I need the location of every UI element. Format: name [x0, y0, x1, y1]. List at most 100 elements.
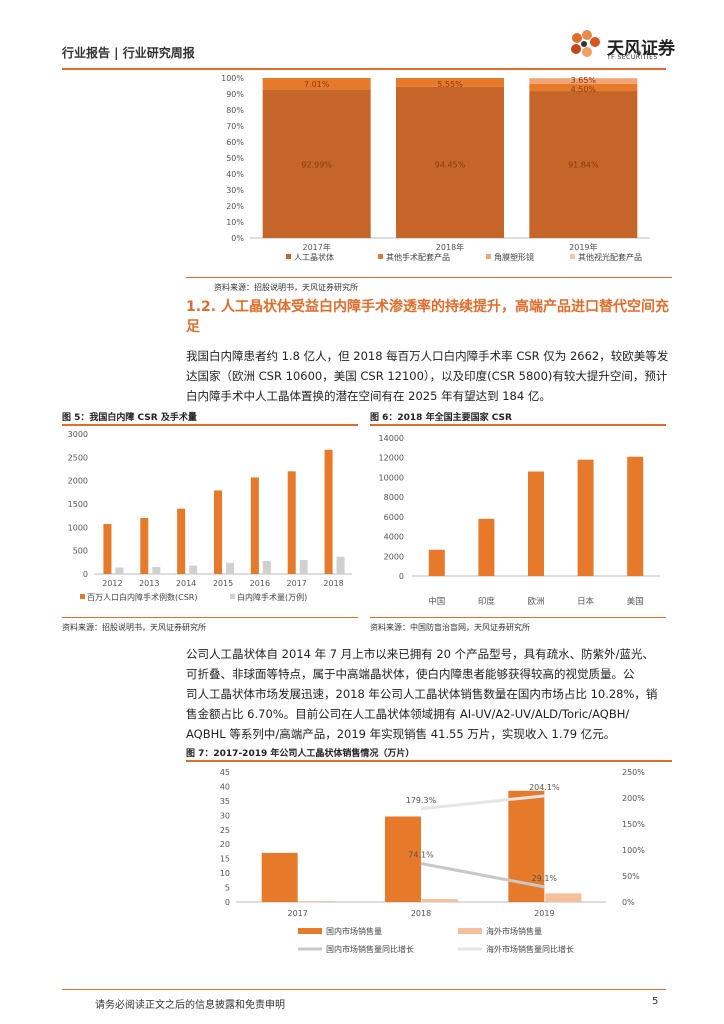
fig5-title: 图 5：我国白内障 CSR 及手术量: [62, 413, 197, 423]
footer-disclaimer: 请务必阅读正文之后的信息披露和免责申明: [95, 1000, 285, 1011]
bar: [324, 449, 333, 574]
y-tick-label: 0%: [231, 234, 244, 243]
x-tick-label: 中国: [428, 596, 445, 607]
series-line: [420, 861, 545, 889]
y-tick-label-right: 200%: [622, 794, 645, 803]
paragraph-1-line: 白内障手术中人工晶体置换的潜在空间有在 2025 年有望达到 184 亿。: [186, 389, 551, 403]
fig5-bottom-divider: [62, 617, 358, 618]
bar: [627, 456, 644, 576]
legend-swatch: [486, 254, 491, 259]
bar: [262, 560, 271, 574]
legend-label: 百万人口白内障手术例数(CSR): [87, 592, 197, 602]
x-tick-label: 2014: [176, 579, 196, 588]
x-tick-label: 日本: [577, 596, 595, 607]
tf-logo-icon: [571, 30, 600, 57]
y-tick-label: 14000: [379, 434, 404, 443]
legend-label: 角膜塑形镜: [494, 252, 534, 262]
legend-swatch: [570, 254, 575, 259]
paragraph-1: 我国白内障患者约 1.8 亿人，但 2018 每百万人口白内障手术率 CSR 仅…: [186, 346, 676, 406]
data-label: 29.1%: [532, 874, 558, 883]
y-tick-label-left: 5: [225, 884, 230, 893]
y-tick-label: 2000: [384, 552, 404, 561]
y-tick-label: 3000: [68, 430, 88, 439]
x-tick-label: 2019年: [569, 242, 597, 252]
legend-label: 其他手术配套产品: [386, 252, 450, 262]
paragraph-2-line: 公司人工晶状体自 2014 年 7 月上市以来已拥有 20 个产品型号，具有疏水…: [186, 647, 655, 661]
fig5-source: 资料来源：招股说明书，天风证券研究所: [62, 623, 206, 632]
paragraph-2-line: 司人工晶状体市场发展迅速，2018 年公司人工晶状体销售数量在国内市场占比 10…: [186, 687, 658, 701]
paragraph-1-line: 达国家（欧洲 CSR 10600，美国 CSR 12100），以及印度(CSR …: [186, 369, 668, 383]
y-tick-label-left: 20: [220, 840, 230, 849]
lens-sales-chart: 0 5 10 15 20 25 30 35 40 45 0% 50% 100% 150% 200% 250% 2…: [220, 768, 645, 954]
fig4-bottom-divider: [186, 277, 672, 278]
bar: [250, 477, 259, 574]
bar-segment: [262, 89, 371, 238]
y-tick-label: 80%: [226, 106, 244, 115]
fig4-source: 资料来源：招股说明书，天风证券研究所: [214, 283, 358, 292]
y-tick-label: 10%: [226, 218, 244, 227]
x-tick-label: 2017: [287, 579, 307, 588]
x-tick-label: 2013: [139, 579, 159, 588]
section-title: 1.2. 人工晶状体受益白内障手术渗透率的持续提升，高端产品进口替代空间充足: [186, 299, 669, 335]
y-tick-label: 40%: [226, 170, 244, 179]
bar: [577, 459, 594, 576]
series-line: [420, 794, 545, 811]
bar-segment: [396, 86, 504, 238]
x-tick-label: 美国: [627, 596, 644, 607]
y-tick-label-left: 0: [225, 898, 230, 907]
x-tick-label: 2017年: [302, 242, 330, 252]
y-tick-label: 100%: [221, 74, 244, 83]
revenue-composition-chart: 0% 10% 20% 30% 40% 50% 60% 70% 80% 90% 100% 2017年 20…: [221, 74, 650, 262]
y-tick-label-left: 40: [220, 782, 230, 791]
legend-label: 白内障手术量(万例): [237, 592, 307, 602]
bar: [152, 567, 161, 574]
y-tick-label: 20%: [226, 202, 244, 211]
data-label: 4.50%: [571, 85, 597, 94]
legend-label: 海外市场销售量同比增长: [486, 944, 574, 954]
y-tick-label-right: 100%: [622, 846, 645, 855]
bar: [298, 901, 335, 902]
x-tick-label: 印度: [478, 596, 496, 607]
x-tick-label: 2019: [534, 909, 554, 918]
data-label: 7.01%: [304, 80, 330, 89]
y-tick-label-left: 15: [220, 855, 230, 864]
footer-divider: [62, 989, 666, 990]
y-tick-label: 1500: [68, 500, 88, 509]
legend-label: 人工晶状体: [294, 252, 334, 262]
bar: [115, 567, 124, 574]
y-tick-label: 1000: [68, 523, 88, 532]
paragraph-2-line: 可折叠、非球面等特点，属于中高端晶状体，使白内障患者能够获得较高的视觉质量。公: [186, 667, 635, 681]
y-tick-label: 500: [73, 547, 88, 556]
header-divider: [62, 68, 666, 70]
bar: [528, 471, 544, 576]
y-tick-label-left: 10: [220, 869, 230, 878]
y-tick-label: 70%: [226, 122, 244, 131]
x-tick-label: 2016: [250, 579, 270, 588]
legend-label: 国内市场销售量: [326, 926, 382, 936]
bar: [177, 508, 186, 574]
paragraph-2: 公司人工晶状体自 2014 年 7 月上市以来已拥有 20 个产品型号，具有疏水…: [186, 644, 676, 744]
y-tick-label-right: 250%: [622, 768, 645, 777]
data-label: 179.3%: [406, 796, 437, 805]
country-csr-chart: 0 2000 4000 6000 8000 10000 12000 14000 中国 印度 欧洲 日本…: [379, 434, 660, 607]
fig6-bottom-divider: [370, 617, 666, 618]
y-tick-label: 50%: [226, 154, 244, 163]
y-tick-label: 2000: [68, 477, 88, 486]
bar-segment: [529, 78, 638, 79]
y-tick-label-right: 150%: [622, 820, 645, 829]
bar-segment: [262, 78, 371, 90]
y-tick-label-left: 25: [220, 826, 230, 835]
bar: [261, 852, 298, 902]
x-tick-label: 2017: [287, 909, 307, 918]
bar-segment: [529, 83, 638, 92]
bar: [422, 899, 458, 902]
legend-swatch: [378, 254, 383, 259]
bar: [103, 524, 112, 574]
y-tick-label: 90%: [226, 90, 244, 99]
bar: [299, 560, 308, 574]
y-tick-label: 8000: [384, 493, 404, 502]
x-tick-label: 欧洲: [527, 596, 544, 607]
bar: [336, 556, 345, 574]
paragraph-2-line: AQBHL 等系列中/高端产品，2019 年实现销售 41.55 万片，实现收入…: [186, 727, 616, 741]
y-tick-label: 60%: [226, 138, 244, 147]
